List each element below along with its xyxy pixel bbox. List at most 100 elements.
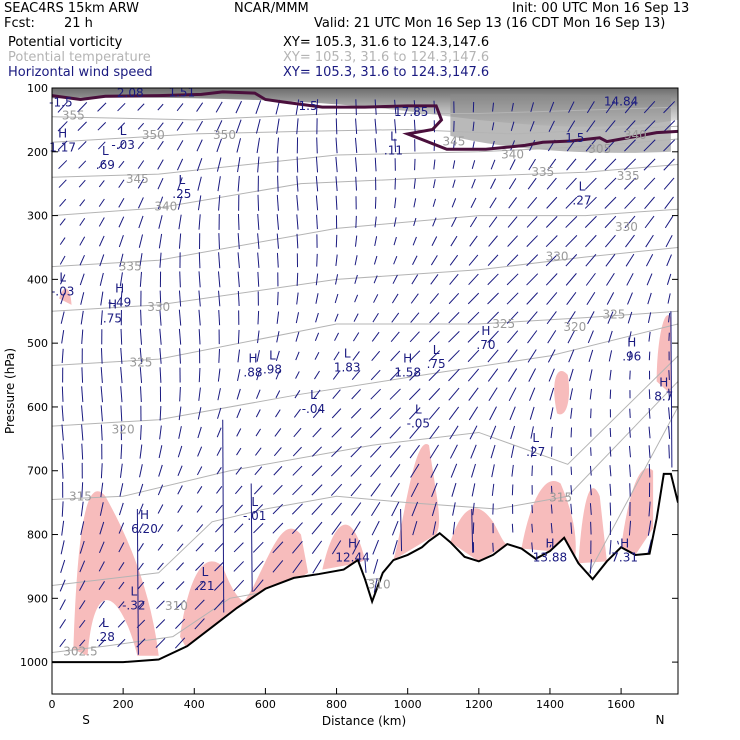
wind-vector-490 bbox=[413, 217, 417, 226]
wind-vector-115 bbox=[117, 620, 125, 628]
wind-vector-80 bbox=[99, 502, 104, 516]
wind-vector-221 bbox=[197, 426, 202, 439]
wind-vector-257 bbox=[214, 580, 225, 591]
wind-vector-184 bbox=[179, 271, 181, 288]
wind-vector-394 bbox=[335, 254, 338, 266]
x-tick-label-3: 400 bbox=[184, 698, 205, 711]
wind-vector-256 bbox=[214, 561, 225, 572]
theta-label-24: 315 bbox=[549, 491, 572, 505]
wind-vector-284 bbox=[233, 579, 245, 592]
field-name-wind: Horizontal wind speed bbox=[8, 65, 153, 80]
wind-vector-762 bbox=[629, 464, 631, 477]
downslope-vector-6 bbox=[471, 508, 474, 553]
wind-vector-790 bbox=[663, 101, 676, 114]
wind-vector-402 bbox=[331, 408, 342, 419]
wind-vector-298 bbox=[256, 350, 260, 362]
wind-vector-206 bbox=[196, 139, 203, 152]
wind-vector-495 bbox=[410, 312, 420, 323]
wind-vector-282 bbox=[233, 542, 244, 553]
wind-vector-806 bbox=[668, 407, 671, 420]
wind-vector-370 bbox=[315, 273, 319, 286]
theta-label-22: 325 bbox=[603, 307, 626, 321]
wind-vector-168 bbox=[157, 524, 164, 533]
wind-vector-521 bbox=[428, 369, 441, 381]
wind-vector-696 bbox=[585, 139, 596, 152]
theta-label-5: 345 bbox=[442, 135, 465, 149]
wind-vector-315 bbox=[277, 175, 279, 192]
x-tick-label-2: 200 bbox=[113, 698, 134, 711]
wind-vector-718 bbox=[589, 559, 592, 574]
wind-vector-136 bbox=[139, 464, 143, 478]
wind-vector-107 bbox=[119, 463, 123, 478]
wind-vector-724 bbox=[604, 196, 617, 209]
wind-vector-584 bbox=[488, 235, 498, 247]
wind-vector-652 bbox=[546, 177, 557, 190]
wind-vector-578 bbox=[491, 122, 495, 131]
wind-vector-437 bbox=[374, 157, 377, 172]
wind-vector-250 bbox=[216, 447, 222, 456]
x-axis-label: Distance (km) bbox=[322, 714, 406, 728]
wind-vector-171 bbox=[156, 581, 165, 590]
wind-vector-118 bbox=[137, 122, 145, 130]
wind-vector-664 bbox=[550, 407, 554, 420]
wind-vector-558 bbox=[470, 197, 477, 208]
wind-vector-233 bbox=[215, 120, 223, 133]
wind-vector-318 bbox=[276, 233, 279, 249]
wind-vector-608 bbox=[507, 235, 518, 247]
wind-vector-743 bbox=[624, 100, 636, 114]
wind-vector-129 bbox=[139, 328, 143, 345]
wind-vector-193 bbox=[177, 445, 183, 458]
wind-vector-771 bbox=[644, 196, 655, 209]
wind-vector-182 bbox=[178, 233, 182, 249]
extremum-marker-13: H bbox=[403, 351, 412, 365]
wind-vector-478 bbox=[389, 445, 401, 459]
wind-vector-239 bbox=[218, 233, 220, 250]
downslope-vector-2 bbox=[222, 419, 225, 613]
wind-vector-375 bbox=[314, 370, 320, 380]
field-name-pv: Potential vorticity bbox=[8, 35, 123, 50]
wind-vector-582 bbox=[489, 197, 497, 209]
wind-vector-432 bbox=[351, 521, 361, 536]
wind-vector-459 bbox=[373, 578, 378, 593]
wind-vector-42 bbox=[81, 329, 84, 345]
extremum-marker-11: L bbox=[269, 348, 276, 362]
wind-vector-377 bbox=[312, 408, 322, 419]
wind-vector-196 bbox=[177, 505, 183, 513]
wind-vector-317 bbox=[276, 214, 280, 230]
wind-vector-162 bbox=[159, 406, 162, 421]
wind-vector-280 bbox=[234, 504, 243, 514]
wind-vector-805 bbox=[668, 388, 671, 400]
wind-vector-657 bbox=[545, 273, 558, 286]
pv-label-2: 2.08 bbox=[117, 86, 144, 100]
wind-vector-104 bbox=[120, 405, 123, 422]
wind-vector-165 bbox=[158, 464, 163, 477]
theta-label-10: 330 bbox=[147, 300, 170, 314]
extremum-marker-17: L bbox=[310, 388, 317, 402]
wind-vector-180 bbox=[177, 195, 183, 210]
wind-vector-137 bbox=[138, 483, 144, 496]
wind-vector-268 bbox=[237, 271, 240, 288]
wind-vector-249 bbox=[216, 427, 222, 438]
wind-vector-749 bbox=[624, 215, 636, 229]
wind-vector-552 bbox=[452, 521, 456, 535]
wind-vector-140 bbox=[137, 543, 144, 552]
wind-vector-419 bbox=[354, 274, 358, 284]
extremum-marker-4: L bbox=[178, 173, 185, 187]
wind-vector-709 bbox=[589, 388, 593, 400]
wind-vector-346 bbox=[296, 292, 299, 305]
extremum-marker-14: L bbox=[433, 343, 440, 357]
wind-vector-647 bbox=[531, 542, 534, 553]
wind-vector-632 bbox=[526, 254, 539, 267]
extremum-value-18: -.05 bbox=[407, 417, 430, 431]
wind-vector-220 bbox=[197, 407, 202, 420]
wind-vector-88 bbox=[117, 102, 126, 112]
wind-vector-384 bbox=[311, 540, 323, 555]
wind-vector-772 bbox=[644, 215, 655, 229]
wind-vector-571 bbox=[470, 444, 477, 459]
wind-vector-628 bbox=[527, 177, 537, 190]
wind-vector-630 bbox=[526, 216, 538, 228]
terrain-line bbox=[52, 472, 678, 664]
wind-vector-655 bbox=[545, 235, 558, 248]
wind-vector-5 bbox=[58, 179, 67, 188]
wind-vector-615 bbox=[508, 368, 518, 382]
